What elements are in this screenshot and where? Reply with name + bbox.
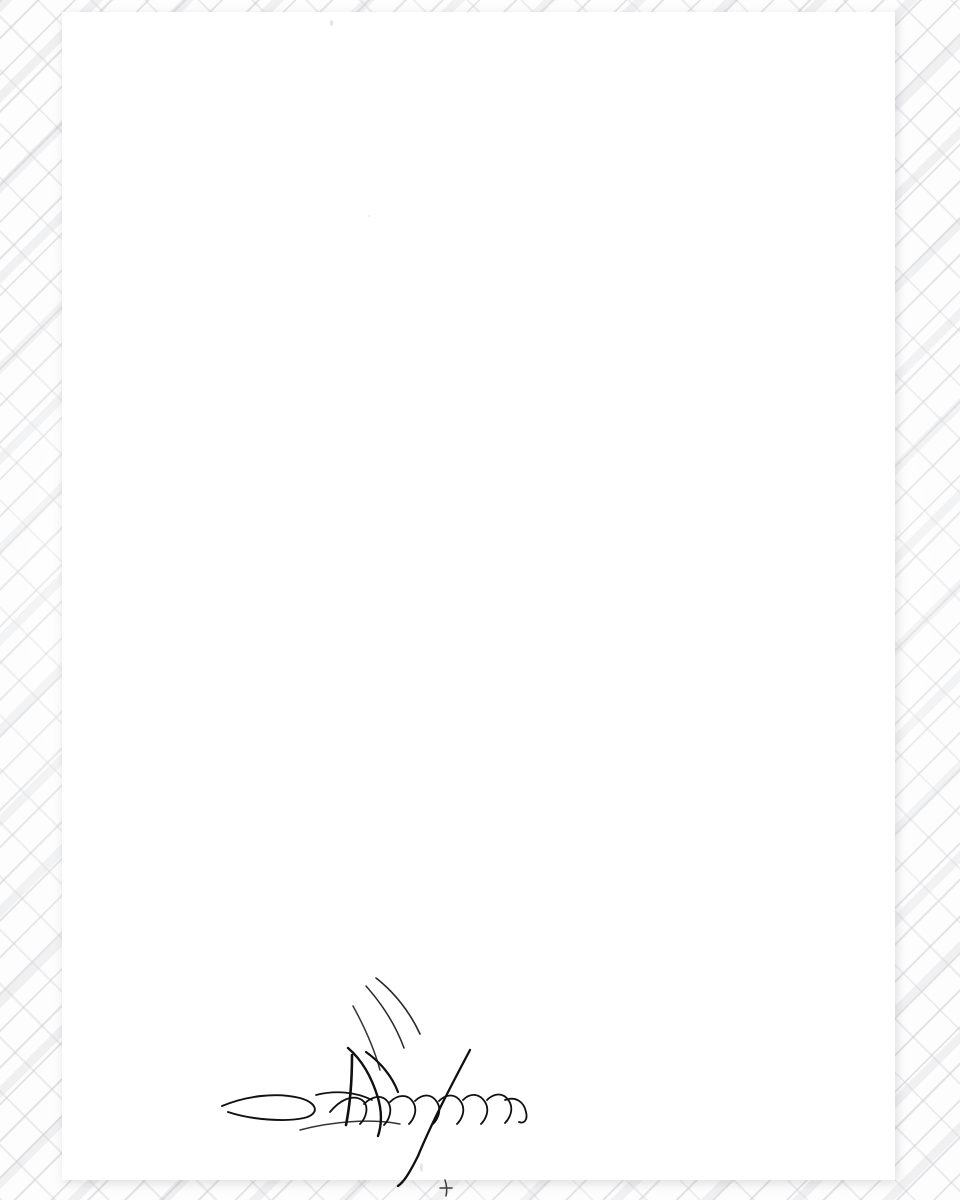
document-page [62, 12, 895, 1180]
scan-artifact [330, 20, 333, 26]
scan-artifact [368, 215, 370, 217]
scan-artifact [420, 1163, 423, 1172]
